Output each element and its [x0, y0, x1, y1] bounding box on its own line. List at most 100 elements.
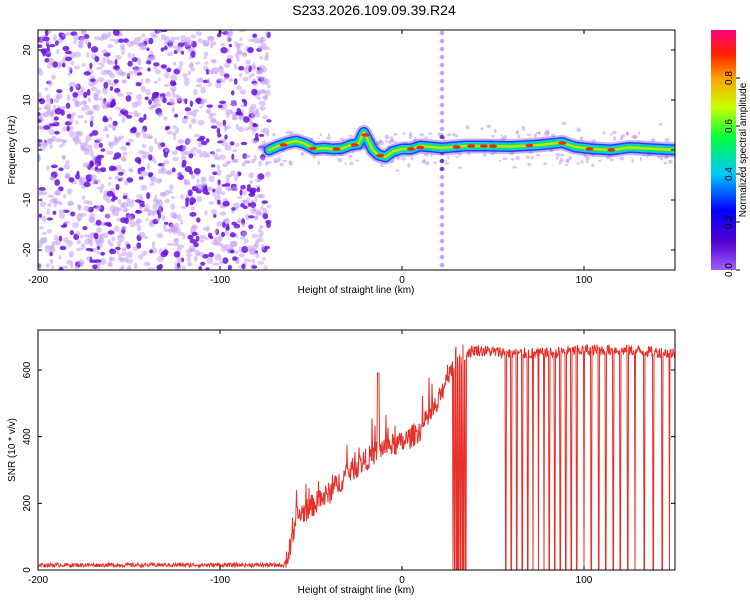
noise-dot — [38, 189, 43, 196]
noise-dot — [176, 267, 181, 270]
noise-dot — [150, 104, 158, 109]
noise-dot — [264, 55, 269, 62]
noise-dot — [93, 232, 99, 240]
ridge-peak-mark — [416, 145, 425, 150]
noise-dot — [76, 239, 82, 245]
noise-dot — [221, 183, 227, 187]
ridge-halo-dot — [458, 166, 463, 169]
ridge-halo-dot — [380, 162, 384, 168]
noise-dot — [220, 243, 224, 248]
noise-dot — [171, 167, 176, 173]
noise-dot — [186, 39, 194, 46]
noise-dot — [46, 63, 53, 69]
ridge-halo-dot — [606, 155, 611, 160]
ridge-peak-mark — [585, 147, 594, 151]
noise-dot — [70, 60, 75, 66]
colorbar-tick-label: 0.4 — [724, 167, 735, 181]
ridge-halo-dot — [279, 162, 284, 167]
noise-dot — [82, 99, 87, 107]
noise-dot — [254, 215, 258, 220]
noise-dot — [261, 200, 269, 204]
ridge-halo-dot — [659, 156, 664, 161]
ridge-peak-mark — [452, 145, 461, 149]
noise-dot — [213, 213, 217, 218]
noise-dot — [247, 47, 254, 54]
noise-dot — [163, 45, 168, 51]
noise-dot — [219, 211, 227, 216]
noise-dot — [146, 192, 151, 200]
noise-dot — [49, 143, 53, 149]
noise-dot — [219, 260, 224, 265]
noise-dot — [208, 82, 212, 87]
noise-dot — [99, 258, 107, 265]
noise-dot — [46, 208, 50, 215]
noise-dot — [200, 140, 208, 146]
noise-dot — [168, 44, 176, 49]
noise-dot — [119, 267, 124, 270]
ridge-halo-dot — [344, 162, 347, 166]
noise-dot — [49, 251, 53, 257]
noise-dot — [137, 72, 143, 76]
ridge-halo-dot — [639, 157, 643, 161]
noise-dot — [214, 229, 218, 234]
noise-dot — [183, 79, 190, 86]
ridge-halo-dot — [289, 161, 293, 166]
ridge-halo-dot — [550, 133, 556, 138]
noise-dot — [205, 267, 210, 270]
ridge-halo-dot — [319, 133, 323, 136]
noise-dot — [82, 162, 90, 168]
noise-dot — [96, 251, 100, 255]
noise-dot — [78, 41, 83, 48]
spec-ytick-label: -10 — [22, 192, 33, 207]
noise-dot — [99, 236, 103, 244]
noise-dot — [211, 209, 217, 215]
noise-dot — [113, 225, 120, 233]
ridge-halo-dot — [493, 151, 497, 154]
noise-dot — [76, 214, 83, 221]
noise-dot — [141, 155, 146, 160]
noise-dot — [54, 108, 63, 115]
ridge-halo-dot — [500, 134, 503, 137]
noise-dot — [237, 171, 242, 176]
noise-dot — [193, 133, 201, 138]
noise-dot — [170, 195, 175, 200]
noise-dot — [235, 142, 240, 148]
ridge-peak-mark — [376, 153, 385, 158]
noise-dot — [50, 171, 58, 179]
noise-dot — [126, 243, 131, 249]
noise-dot — [136, 94, 143, 101]
noise-dot — [160, 167, 165, 172]
noise-dot — [89, 62, 93, 70]
noise-dot — [177, 45, 183, 53]
noise-dot — [177, 214, 182, 221]
noise-dot — [47, 203, 52, 207]
noise-dot — [246, 197, 250, 204]
noise-dot — [264, 89, 271, 96]
noise-dot — [160, 30, 168, 33]
ridge-peak-mark — [558, 141, 567, 145]
noise-dot — [62, 62, 66, 68]
noise-dot — [213, 153, 219, 160]
noise-dot — [172, 157, 179, 162]
noise-dot — [173, 61, 177, 66]
noise-dot — [162, 162, 166, 168]
noise-dot — [148, 37, 154, 45]
noise-dot — [39, 226, 44, 230]
noise-dot — [177, 244, 184, 250]
ridge-halo-dot — [602, 131, 606, 135]
ridge-peak-mark — [308, 146, 317, 151]
noise-dot — [70, 112, 76, 116]
noise-dot — [164, 145, 169, 153]
ridge-peak-mark — [361, 133, 370, 137]
snr-marks — [38, 343, 675, 570]
noise-dot — [234, 52, 240, 59]
noise-dot — [120, 203, 126, 209]
noise-dot — [138, 41, 144, 48]
ridge-halo-dot — [576, 162, 580, 165]
noise-dot — [160, 64, 167, 69]
noise-dot — [186, 261, 193, 267]
noise-dot — [115, 107, 121, 111]
noise-dot — [171, 150, 178, 156]
noise-dot — [204, 51, 209, 57]
noise-dot — [92, 264, 98, 270]
